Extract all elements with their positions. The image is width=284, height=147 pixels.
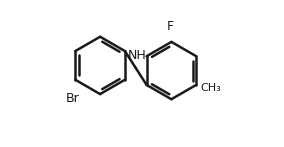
Text: F: F <box>166 20 174 33</box>
Text: NH: NH <box>128 49 147 62</box>
Text: CH₃: CH₃ <box>201 83 222 93</box>
Text: Br: Br <box>66 91 79 105</box>
